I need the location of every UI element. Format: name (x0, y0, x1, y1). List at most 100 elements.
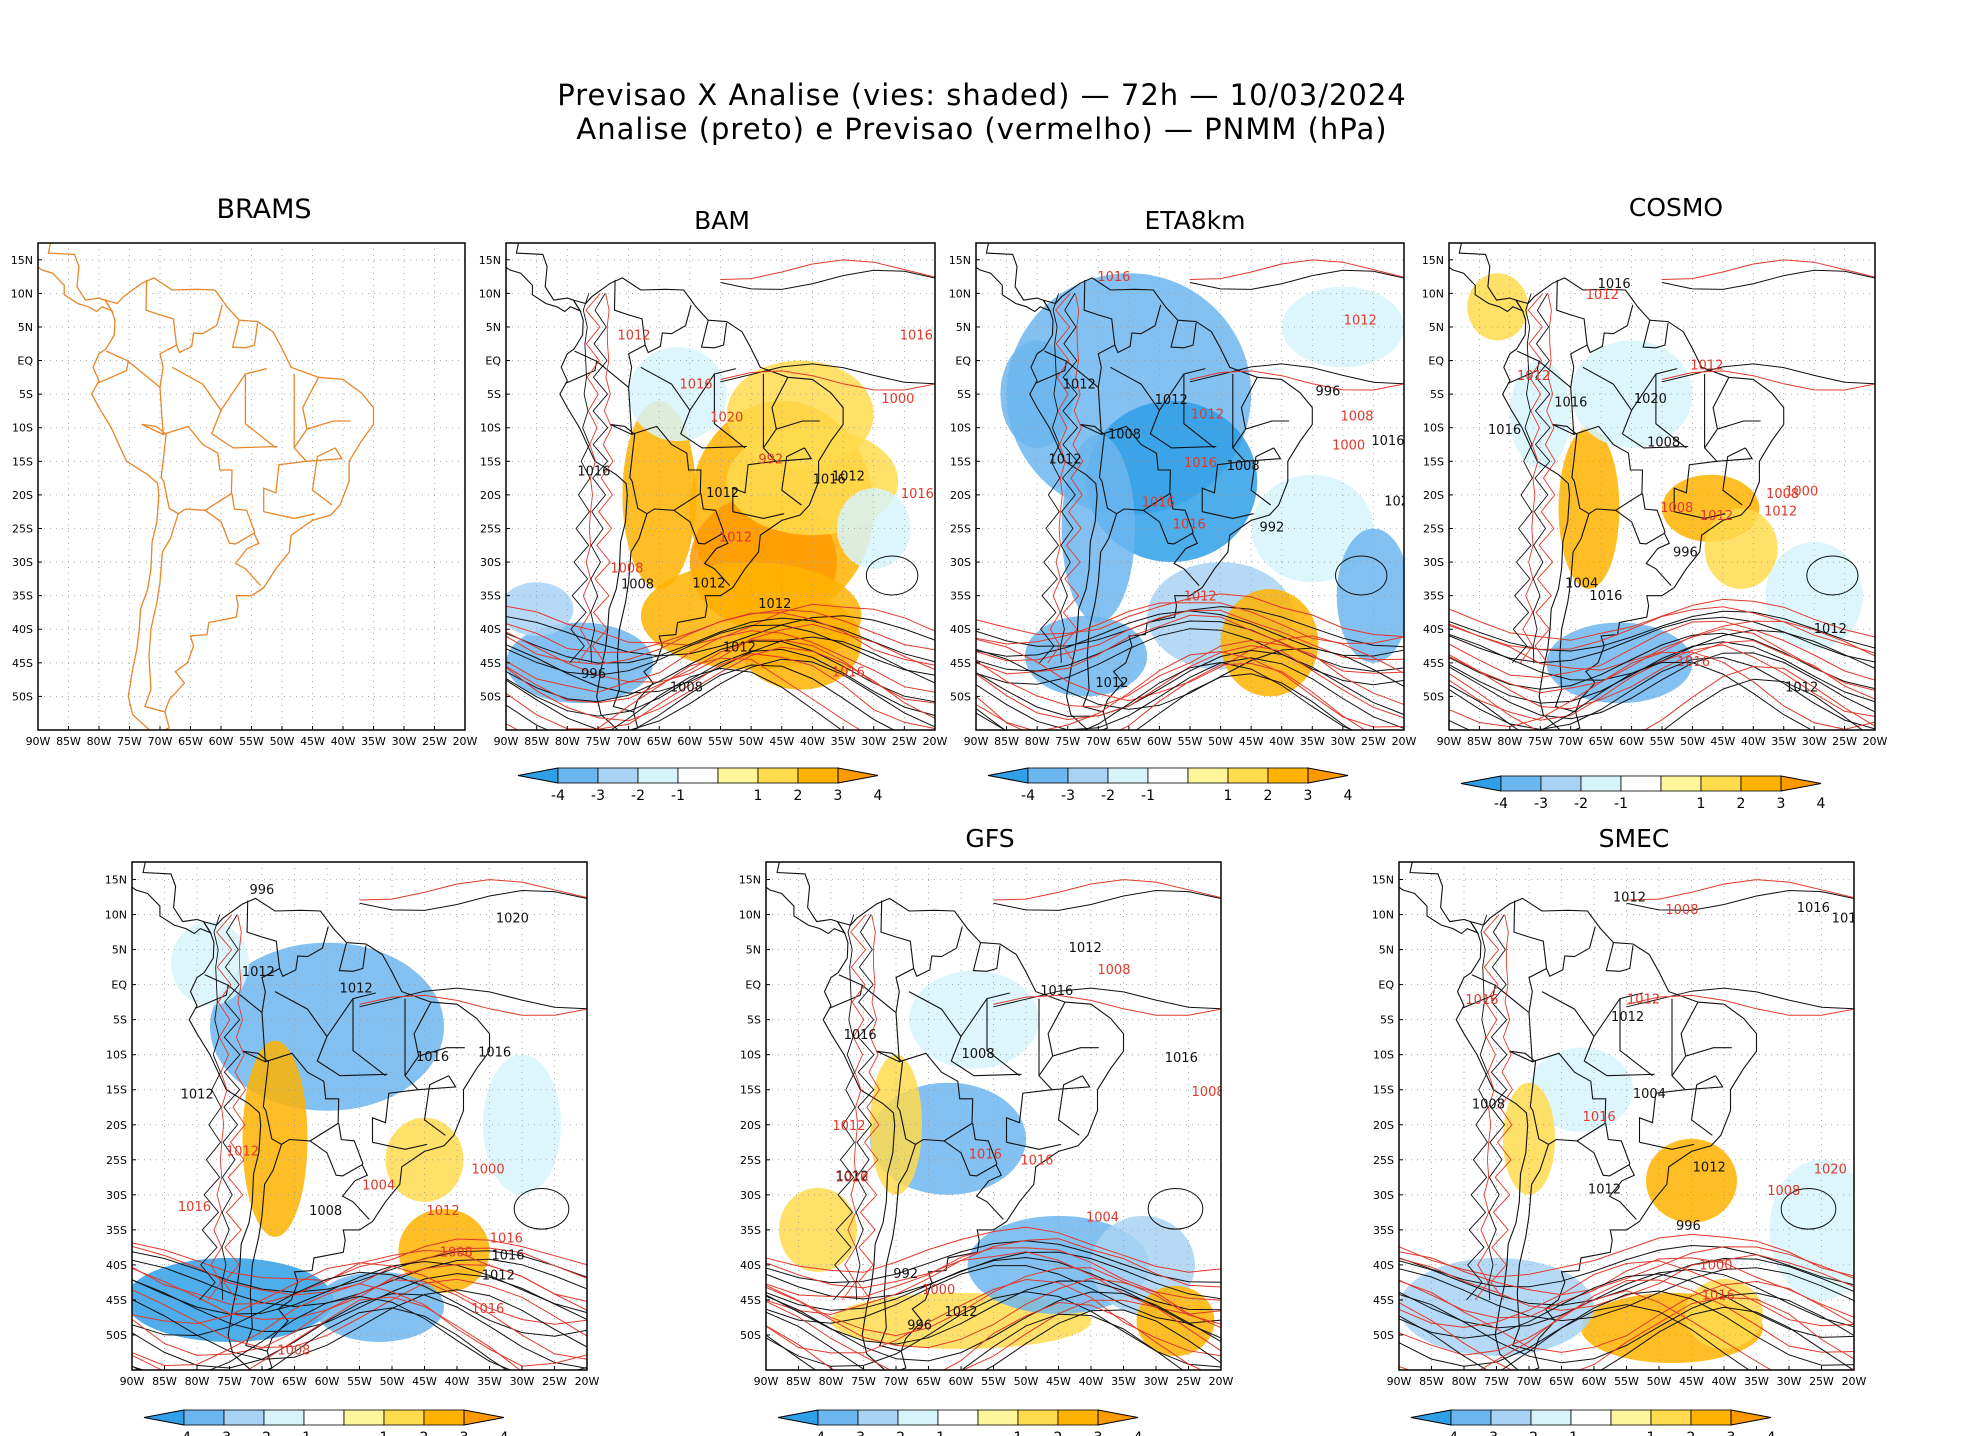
lat-tick-label: EQ (17, 355, 33, 368)
contour-label: 1012 (723, 640, 756, 655)
colorbar-tick-label: 2 (1687, 1430, 1696, 1436)
lon-tick-label: 75W (1055, 735, 1080, 748)
lon-tick-label: 40W (800, 735, 825, 748)
colorbar-tick-label: 2 (794, 788, 803, 804)
lon-tick-label: 35W (1111, 1375, 1136, 1388)
panel-title-bam: BAM (694, 206, 750, 235)
axis-labels: 15N 10N 5N EQ 5S 10S 15S 20S 25S 30S 35S 40S 45S 50S 9… (479, 254, 948, 748)
lon-tick-label: 25W (1176, 1375, 1201, 1388)
colorbar-tick-label: 3 (460, 1430, 469, 1436)
isobars (132, 879, 587, 1370)
lon-tick-label: 50W (270, 735, 295, 748)
bias-blob (726, 427, 899, 536)
lat-tick-label: 10N (105, 909, 127, 922)
bias-blob (1061, 434, 1135, 623)
lon-tick-label: 40W (1741, 735, 1766, 748)
contour-label: 1016 (844, 1028, 877, 1043)
lat-tick-label: 50S (480, 690, 501, 703)
contour-label: 1016 (1589, 589, 1622, 604)
lon-tick-label: 35W (1744, 1375, 1769, 1388)
lon-tick-label: 65W (1589, 735, 1614, 748)
lat-tick-label: 30S (950, 556, 971, 569)
contour-label: 1016 (577, 465, 610, 480)
lat-tick-label: 35S (106, 1224, 127, 1237)
contour-label: 1016 (813, 472, 846, 487)
contour-label: 1012 (1627, 992, 1660, 1007)
lat-tick-label: 15S (1373, 1084, 1394, 1097)
colorbar-tick-label: -4 (1021, 788, 1035, 804)
contour-label: 1012 (181, 1087, 214, 1102)
lon-tick-label: 60W (315, 1375, 340, 1388)
lon-tick-label: 80W (555, 735, 580, 748)
lat-tick-label: 5N (112, 944, 127, 957)
lon-tick-label: 60W (1147, 735, 1172, 748)
lon-tick-label: 30W (1144, 1375, 1169, 1388)
bias-blob (398, 1208, 490, 1293)
bias-blob (132, 1257, 334, 1342)
lat-tick-label: 5N (956, 321, 971, 334)
colorbar-tick-label: -3 (1484, 1430, 1498, 1436)
lon-tick-label: 45W (300, 735, 325, 748)
contour-label: 1008 (277, 1344, 310, 1359)
colorbar-tick-label: -3 (217, 1430, 231, 1436)
lon-tick-label: 30W (1777, 1375, 1802, 1388)
lon-tick-label: 25W (1809, 1375, 1834, 1388)
lat-tick-label: 50S (106, 1329, 127, 1342)
lon-tick-label: 40W (1079, 1375, 1104, 1388)
lon-tick-label: 90W (494, 735, 519, 748)
lon-tick-label: 70W (1086, 735, 1111, 748)
bias-blob (210, 942, 444, 1111)
lat-tick-label: 40S (12, 623, 33, 636)
lat-tick-label: 15S (12, 455, 33, 468)
lon-tick-label: 30W (392, 735, 417, 748)
bias-blob (506, 622, 654, 704)
lat-tick-label: 15S (106, 1084, 127, 1097)
bias-blob (242, 1040, 308, 1237)
contour-label: 1016 (1598, 277, 1631, 292)
contour-label: 996 (250, 883, 275, 898)
colorbar-tick-label: -1 (931, 1430, 945, 1436)
contour-label: 1012 (1344, 314, 1377, 329)
contour-label: 1012 (706, 486, 739, 501)
bias-shading (779, 970, 1215, 1356)
contour-label: 1020 (835, 1171, 868, 1186)
lat-tick-label: 10N (1372, 909, 1394, 922)
lon-tick-label: 35W (361, 735, 386, 748)
grid-lines (976, 243, 1404, 730)
lat-tick-label: 5N (1379, 944, 1394, 957)
contour-label: 1016 (969, 1147, 1002, 1162)
grid-lines (506, 243, 935, 730)
contour-label: 1016 (490, 1232, 523, 1247)
colorbar-tick-label: -4 (1444, 1430, 1458, 1436)
bias-blob (1251, 474, 1374, 583)
lat-tick-label: 50S (12, 690, 33, 703)
map-frame (505, 242, 936, 731)
colorbar-tick-label: 2 (420, 1430, 429, 1436)
contour-label: 1012 (242, 965, 275, 980)
bias-shading (1467, 273, 1863, 704)
bias-blob (1006, 273, 1252, 516)
colorbar-tick-label: 4 (1344, 788, 1353, 804)
coastline (1449, 243, 1785, 730)
lon-tick-label: 70W (148, 735, 173, 748)
lat-tick-label: EQ (955, 355, 971, 368)
contour-label: 1012 (836, 1170, 869, 1185)
contour-label: 1016 (900, 328, 933, 343)
lat-tick-label: 30S (1373, 1189, 1394, 1202)
contour-label: 1012 (1613, 890, 1646, 905)
bias-blob (1581, 1292, 1763, 1363)
lat-tick-label: 35S (12, 590, 33, 603)
lon-tick-label: 80W (1497, 735, 1522, 748)
lat-tick-label: EQ (745, 979, 761, 992)
panel-title-cosmo: COSMO (1628, 193, 1724, 222)
contour-label: 1012 (1690, 358, 1723, 373)
lat-tick-label: 10N (949, 287, 971, 300)
lon-tick-label: 65W (282, 1375, 307, 1388)
contour-label: 1012 (832, 470, 865, 485)
lon-tick-label: 40W (1269, 735, 1294, 748)
lon-tick-label: 45W (1239, 735, 1264, 748)
contour-label: 992 (893, 1267, 918, 1282)
lon-tick-label: 80W (185, 1375, 210, 1388)
lat-tick-label: 5N (18, 321, 33, 334)
lon-tick-label: 80W (819, 1375, 844, 1388)
